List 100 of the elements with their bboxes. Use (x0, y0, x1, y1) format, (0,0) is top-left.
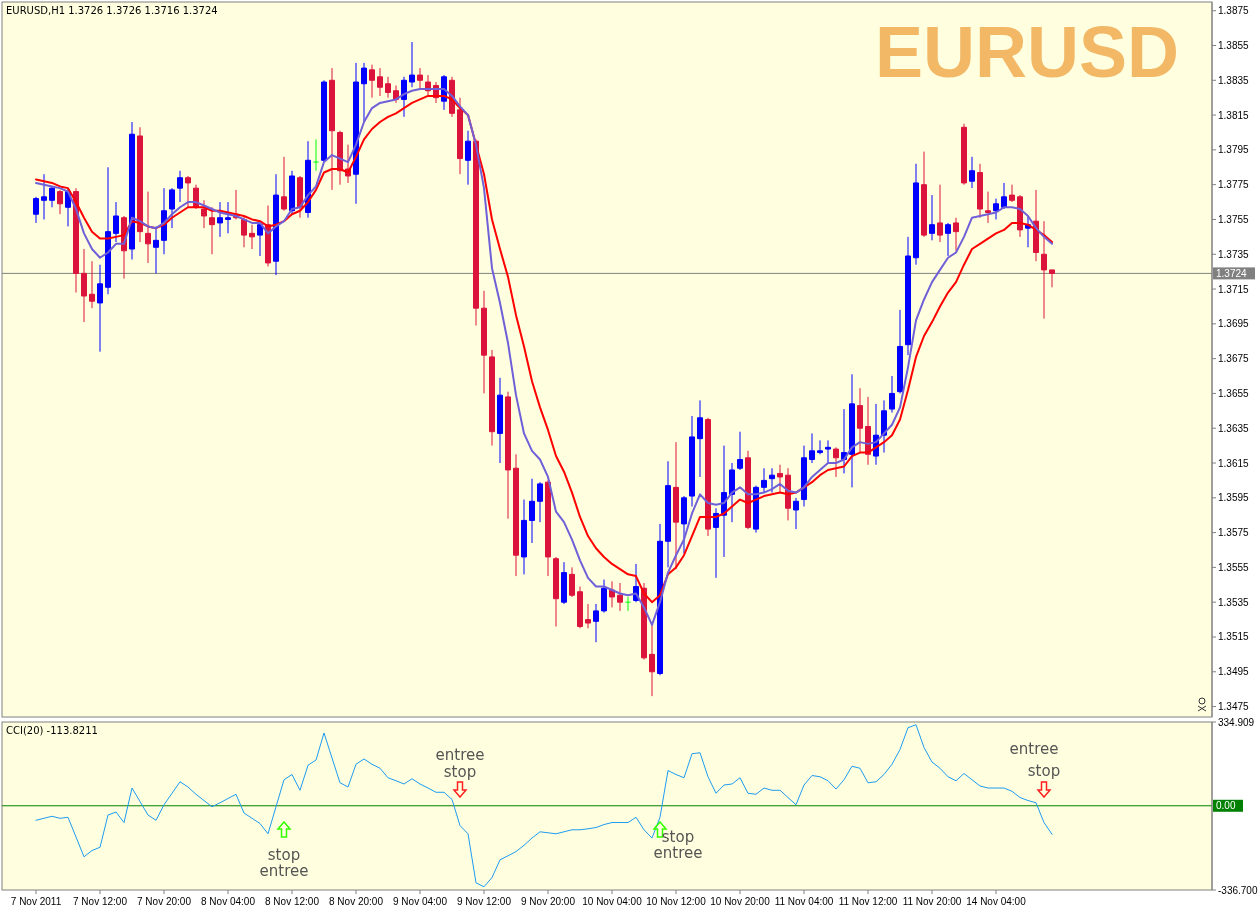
candlestick (665, 460, 671, 568)
candlestick (817, 439, 823, 455)
y-tick-label: 334.909 (1218, 716, 1255, 728)
x-tick-label: 8 Nov 12:00 (265, 896, 320, 907)
candlestick (961, 123, 967, 186)
candlestick (705, 417, 711, 537)
y-tick-label: -336.700 (1218, 884, 1258, 896)
x-tick-label: 11 Nov 12:00 (838, 896, 898, 907)
candlestick (369, 64, 375, 99)
annotation: entree stop (1009, 740, 1061, 780)
candlestick (569, 566, 575, 598)
candlestick (505, 391, 511, 520)
x-tick-label: 7 Nov 2011 (10, 896, 62, 907)
candlestick (417, 67, 423, 90)
annotation: stop entree (653, 828, 703, 862)
candlestick (593, 603, 599, 643)
candlestick (153, 225, 159, 274)
x-tick-label: 8 Nov 20:00 (329, 896, 384, 907)
candlestick (49, 185, 55, 208)
y-tick-label: 1.3835 (1218, 74, 1250, 86)
candlestick (297, 175, 303, 219)
candlestick (201, 199, 207, 229)
candlestick (465, 130, 471, 186)
x-tick-label: 11 Nov 04:00 (774, 896, 834, 907)
candlestick (521, 499, 527, 575)
candlestick (185, 175, 191, 208)
candlestick (361, 62, 367, 123)
x-tick-label: 10 Nov 04:00 (582, 896, 643, 907)
x-tick-label: 10 Nov 20:00 (710, 896, 771, 907)
candlestick (785, 467, 791, 521)
candlestick (649, 624, 655, 697)
candlestick (177, 170, 183, 203)
candlestick (489, 349, 495, 447)
y-tick-label: 1.3535 (1218, 596, 1250, 608)
candlestick (217, 201, 223, 238)
candlestick (937, 184, 943, 243)
candlestick (801, 445, 807, 507)
candlestick (129, 121, 135, 260)
candlestick (985, 191, 991, 224)
y-tick-label: 1.3695 (1218, 318, 1250, 330)
annotation: EURUSD (874, 12, 1180, 92)
candlestick (409, 41, 415, 88)
candlestick (249, 224, 255, 250)
candlestick (473, 138, 479, 327)
candlestick (993, 198, 999, 220)
candlestick (737, 431, 743, 471)
candlestick (137, 126, 143, 243)
x-tick-label: 7 Nov 20:00 (137, 896, 192, 907)
candlestick (905, 236, 911, 356)
candlestick (673, 441, 679, 570)
candlestick (881, 399, 887, 454)
y-tick-label: 1.3495 (1218, 666, 1250, 678)
candlestick (953, 217, 959, 252)
candlestick (793, 497, 799, 530)
candlestick (553, 556, 559, 628)
annotation: entree stop (435, 746, 485, 781)
candlestick (81, 248, 87, 323)
candlestick (273, 173, 279, 276)
y-tick-label: 1.3675 (1218, 353, 1250, 365)
candlestick (1009, 184, 1015, 203)
candlestick (729, 462, 735, 523)
candlestick (401, 76, 407, 118)
candlestick (897, 309, 903, 394)
ref-line-label: 1.3724 (1216, 267, 1248, 279)
candlestick (921, 151, 927, 238)
y-tick-label: 1.3615 (1218, 457, 1250, 469)
candlestick (809, 432, 815, 464)
candlestick (601, 579, 607, 614)
x-tick-label: 8 Nov 04:00 (201, 896, 256, 907)
candlestick (1041, 220, 1047, 320)
x-tick-label: 11 Nov 20:00 (902, 896, 962, 907)
candlestick (833, 446, 839, 478)
candlestick (481, 290, 487, 394)
candlestick (353, 62, 359, 205)
y-tick-label: 1.3815 (1218, 109, 1250, 121)
x-tick-label: 10 Nov 12:00 (646, 896, 707, 907)
candlestick (529, 478, 535, 544)
candlestick (257, 222, 263, 257)
candlestick (329, 67, 335, 191)
candlestick (537, 481, 543, 523)
annotation: stop entree (259, 846, 309, 880)
candlestick (321, 79, 327, 163)
candlestick (777, 464, 783, 494)
candlestick (105, 166, 111, 295)
candlestick (41, 173, 47, 220)
candlestick (281, 156, 287, 212)
candlestick (561, 561, 567, 605)
x-tick-label: 9 Nov 20:00 (521, 896, 576, 907)
candlestick (1033, 189, 1039, 262)
candlestick (225, 201, 231, 234)
ref-line-label: 0.00 (1216, 800, 1236, 812)
candlestick (169, 187, 175, 229)
candlestick (929, 194, 935, 241)
candlestick (857, 387, 863, 454)
chart-title: EURUSD,H1 1.3726 1.3726 1.3716 1.3724 (6, 5, 218, 16)
candlestick (761, 467, 767, 494)
candlestick (913, 163, 919, 266)
y-tick-label: 1.3655 (1218, 387, 1250, 399)
y-tick-label: 1.3635 (1218, 422, 1250, 434)
y-tick-label: 1.3795 (1218, 144, 1250, 156)
